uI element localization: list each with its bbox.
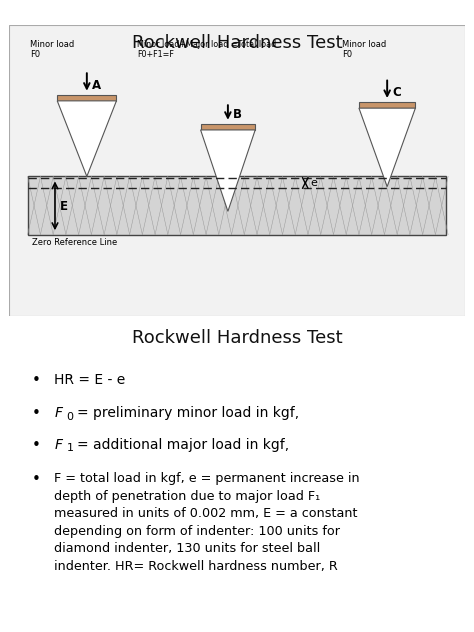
- Text: •: •: [32, 473, 41, 487]
- Text: Minor load+Major load =Total load
F0+F1=F: Minor load+Major load =Total load F0+F1=…: [137, 40, 276, 59]
- Text: = additional major load in kgf,: = additional major load in kgf,: [77, 437, 290, 452]
- Text: E: E: [60, 200, 67, 213]
- Polygon shape: [57, 101, 117, 176]
- Text: = preliminary minor load in kgf,: = preliminary minor load in kgf,: [77, 406, 300, 420]
- Polygon shape: [201, 130, 255, 211]
- Text: 0: 0: [66, 412, 73, 422]
- Text: •: •: [32, 373, 41, 388]
- Text: •: •: [32, 437, 41, 453]
- Text: F: F: [55, 437, 62, 452]
- Text: Zero Reference Line: Zero Reference Line: [32, 238, 118, 247]
- Text: F = total load in kgf, e = permanent increase in
depth of penetration due to maj: F = total load in kgf, e = permanent inc…: [55, 473, 360, 573]
- Text: F: F: [55, 406, 62, 420]
- Text: A: A: [92, 78, 101, 92]
- Text: HR = E - e: HR = E - e: [55, 373, 126, 387]
- Bar: [57, 95, 117, 101]
- Text: •: •: [32, 406, 41, 421]
- Bar: [27, 176, 447, 234]
- Text: Minor load
F0: Minor load F0: [30, 40, 74, 59]
- Text: B: B: [233, 107, 242, 121]
- Text: 1: 1: [66, 444, 73, 453]
- Polygon shape: [359, 108, 415, 186]
- Text: e: e: [311, 178, 318, 188]
- Text: Rockwell Hardness Test: Rockwell Hardness Test: [132, 34, 342, 52]
- Bar: [201, 124, 255, 130]
- Bar: [359, 102, 415, 108]
- Text: Minor load
F0: Minor load F0: [342, 40, 386, 59]
- Text: Rockwell Hardness Test: Rockwell Hardness Test: [132, 329, 342, 346]
- Text: C: C: [392, 86, 401, 99]
